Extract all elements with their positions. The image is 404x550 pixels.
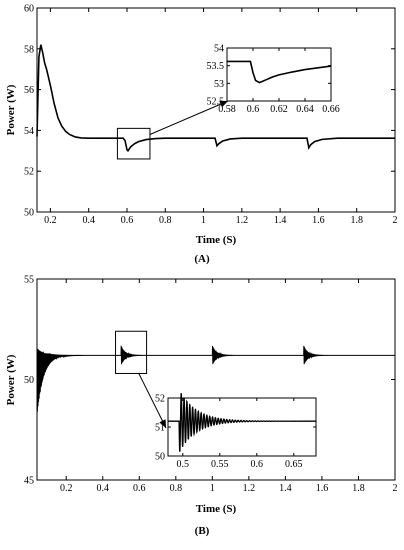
panel-a-inset-ticks: 0.58 0.6 0.62 0.64 0.66 52.5 53 53.5 54 — [207, 44, 340, 116]
panel-b-xtick-label: 1.8 — [352, 483, 365, 494]
panel-b-zoom-box — [115, 330, 148, 374]
panel-a-ytick-label: 58 — [24, 44, 34, 55]
panel-a-label: (A) — [194, 253, 210, 265]
panel-a-ytick-label: 56 — [24, 85, 34, 96]
panel-a-ytick-label: 54 — [24, 126, 34, 137]
panel-a-xtick-label: 1.4 — [274, 215, 287, 226]
panel-a-xtick-label: 0.6 — [121, 215, 134, 226]
panel-b-inset-ytick-label: 51 — [155, 423, 165, 434]
panel-a-xtick-label: 0.4 — [82, 215, 95, 226]
panel-b-inset-xtick-label: 0.55 — [211, 459, 229, 470]
panel-a-inset-xtick-label: 0.62 — [270, 104, 288, 115]
panel-b-inset-ytick-label: 52 — [155, 394, 165, 405]
panel-b-xtick-label: 0.6 — [133, 483, 146, 494]
panel-b-arrowhead — [159, 419, 166, 428]
panel-a-inset-ytick-label: 53.5 — [207, 61, 225, 72]
panel-a-axes — [36, 7, 396, 213]
panel-a-inset-xtick-label: 0.58 — [218, 104, 236, 115]
panel-b-zoom-arrow — [138, 373, 167, 429]
panel-a-xtick-label: 1 — [201, 215, 206, 226]
panel-b-xtick-label: 0.8 — [170, 483, 183, 494]
panel-b-inset-xtick-label: 0.5 — [177, 459, 190, 470]
panel-a-inset-ytick-label: 52.5 — [207, 97, 225, 108]
panel-b-xtick-label: 1 — [210, 483, 215, 494]
panel-a-zoom-box — [116, 127, 151, 160]
panel-a: 0.2 0.4 0.6 0.8 1 1.2 1.4 1.6 1.8 2 50 52 54 56 58 60 P… — [5, 4, 398, 266]
panel-a-ytick-label: 50 — [24, 208, 34, 219]
panel-b-inset-xtick-label: 0.6 — [251, 459, 264, 470]
panel-a-inset-xtick-label: 0.6 — [247, 104, 260, 115]
panel-a-inset: 0.58 0.6 0.62 0.64 0.66 52.5 53 53.5 54 — [207, 44, 340, 116]
panel-b-xtick-label: 0.2 — [60, 483, 73, 494]
panel-a-ytick-label: 52 — [24, 167, 34, 178]
panel-a-ylabel: Power (W) — [5, 84, 17, 135]
panel-b-xtick-label: 2 — [393, 483, 398, 494]
panel-a-xtick-label: 2 — [393, 215, 398, 226]
panel-b-xtick-label: 1.2 — [243, 483, 256, 494]
panel-a-inset-ytick-label: 54 — [214, 44, 224, 55]
panel-a-xtick-label: 1.2 — [236, 215, 249, 226]
panel-b-inset: 0.5 0.55 0.6 0.65 50 51 52 — [155, 393, 317, 470]
panel-b-series-line — [36, 345, 395, 412]
panel-a-xtick-label: 1.8 — [350, 215, 363, 226]
panel-a-xtick-label: 1.6 — [312, 215, 325, 226]
panel-b: 0.2 0.4 0.6 0.8 1 1.2 1.4 1.6 1.8 2 45 50 55 Power (… — [5, 275, 398, 538]
panel-b-xtick-label: 0.4 — [97, 483, 110, 494]
panel-a-ytick-label: 60 — [24, 4, 34, 15]
panel-b-xtick-label: 1.4 — [279, 483, 292, 494]
panel-a-inset-xtick-label: 0.66 — [322, 104, 340, 115]
panel-a-xtick-label: 0.2 — [44, 215, 57, 226]
panel-a-xlabel: Time (S) — [196, 234, 237, 246]
panel-a-xtick-label: 0.8 — [159, 215, 172, 226]
panel-b-ylabel: Power (W) — [5, 354, 17, 405]
panel-b-ytick-label: 50 — [24, 375, 34, 386]
panel-a-zoom-arrow — [149, 100, 229, 135]
panel-a-ticks: 0.2 0.4 0.6 0.8 1 1.2 1.4 1.6 1.8 2 50 52 54 56 58 60 — [24, 4, 398, 227]
panel-a-inset-xtick-label: 0.64 — [296, 104, 314, 115]
panel-b-label: (B) — [195, 525, 210, 537]
panel-b-inset-ytick-label: 50 — [155, 452, 165, 463]
panel-b-inset-xtick-label: 0.65 — [285, 459, 303, 470]
panel-b-ytick-label: 55 — [24, 275, 34, 286]
panel-b-inset-series-line — [168, 393, 316, 452]
panel-a-inset-series-line — [227, 60, 332, 84]
panel-b-xlabel: Time (S) — [196, 503, 237, 515]
panel-b-ytick-label: 45 — [24, 476, 34, 487]
panel-a-inset-ytick-label: 53 — [214, 79, 224, 90]
panel-a-arrowhead — [219, 100, 228, 108]
panel-b-xtick-label: 1.6 — [316, 483, 329, 494]
panel-b-ticks: 0.2 0.4 0.6 0.8 1 1.2 1.4 1.6 1.8 2 45 50 55 — [24, 275, 398, 495]
panel-b-inset-ticks: 0.5 0.55 0.6 0.65 50 51 52 — [155, 394, 316, 470]
panel-a-series-line — [36, 44, 395, 153]
